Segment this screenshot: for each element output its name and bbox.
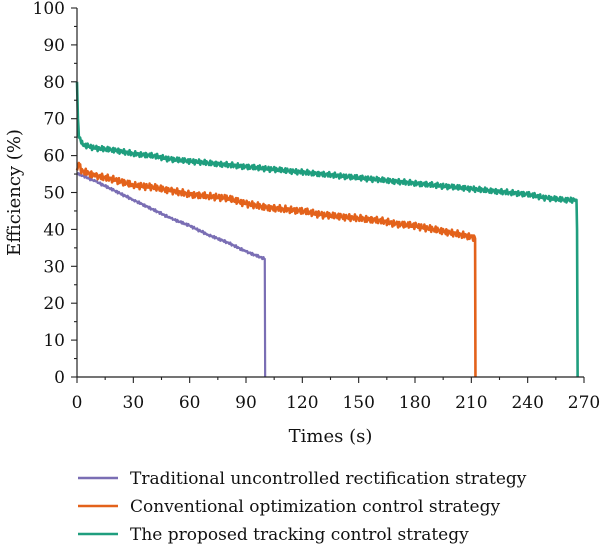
legend-label: Traditional uncontrolled rectification s… [130, 469, 527, 489]
x-tick-label: 120 [286, 393, 318, 413]
y-axis-ticks: 0 10 20 30 40 50 60 70 80 90 100 [33, 0, 77, 388]
y-tick-label: 30 [43, 257, 65, 277]
y-tick-label: 70 [43, 110, 65, 130]
legend: Traditional uncontrolled rectification s… [78, 469, 527, 545]
x-tick-label: 90 [235, 393, 257, 413]
y-tick-label: 40 [43, 220, 65, 240]
y-tick-label: 50 [43, 184, 65, 204]
y-tick-label: 60 [43, 147, 65, 167]
y-tick-label: 10 [43, 331, 65, 351]
y-tick-label: 90 [43, 36, 65, 56]
x-tick-label: 240 [511, 393, 543, 413]
series-line-proposed [75, 81, 579, 378]
x-axis-title: Times (s) [289, 426, 373, 447]
x-tick-label: 210 [455, 393, 487, 413]
series-layer [75, 81, 579, 378]
y-tick-label: 20 [43, 294, 65, 314]
y-axis-title: Efficiency (%) [4, 129, 25, 256]
x-tick-label: 270 [568, 393, 600, 413]
y-tick-label: 80 [43, 73, 65, 93]
x-tick-label: 30 [123, 393, 145, 413]
series-line-traditional [76, 172, 267, 378]
legend-label: The proposed tracking control strategy [130, 525, 469, 545]
x-axis-ticks: 0 30 60 90 120 150 180 210 240 270 [72, 377, 600, 413]
plot-area: 0 10 20 30 40 50 60 70 80 90 100 0 30 60 90 120 150 180 2… [33, 0, 600, 413]
x-tick-label: 180 [399, 393, 431, 413]
legend-label: Conventional optimization control strate… [130, 497, 500, 517]
x-tick-label: 150 [342, 393, 374, 413]
x-tick-label: 0 [72, 393, 83, 413]
y-tick-label: 100 [33, 0, 65, 19]
x-tick-label: 60 [179, 393, 201, 413]
series-line-conventional [75, 161, 477, 378]
y-tick-label: 0 [54, 368, 65, 388]
